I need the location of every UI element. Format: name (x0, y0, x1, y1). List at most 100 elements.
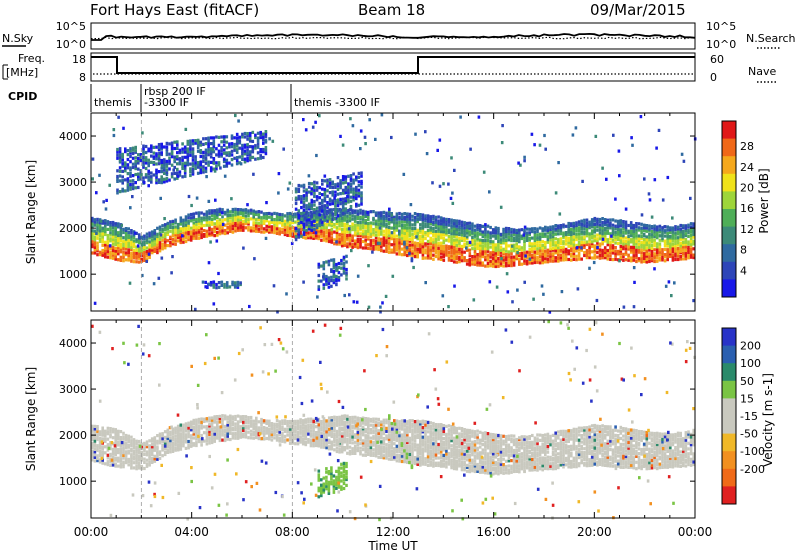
range-gate-cell (510, 239, 513, 243)
range-gate-cell (359, 438, 362, 442)
range-gate-cell (632, 246, 636, 250)
range-gate-cell (242, 420, 245, 424)
range-gate-cell (126, 166, 130, 170)
range-gate-cell (642, 232, 646, 236)
range-gate-cell (551, 240, 555, 244)
range-gate-cell (244, 208, 248, 212)
range-gate-cell (325, 425, 328, 429)
range-gate-cell (233, 285, 237, 289)
range-gate-cell (204, 166, 208, 170)
range-gate-cell (538, 258, 542, 262)
range-gate-cell (194, 161, 197, 165)
range-gate-cell (336, 200, 340, 205)
range-gate-cell (528, 232, 531, 237)
range-gate-cell (216, 224, 219, 228)
range-gate-cell (213, 437, 216, 441)
range-gate-cell (447, 253, 451, 257)
range-gate-cell (322, 417, 326, 421)
range-gate-cell (184, 218, 188, 222)
range-gate-cell (156, 247, 159, 251)
range-gate-cell (520, 228, 524, 232)
range-gate-cell (310, 228, 314, 232)
range-gate-cell (340, 445, 344, 449)
range-gate-cell (622, 222, 625, 227)
range-gate-cell (486, 241, 490, 246)
range-gate-cell (189, 444, 193, 448)
range-gate-cell (122, 460, 125, 464)
range-gate-cell (229, 414, 232, 418)
range-gate-cell (148, 446, 151, 450)
range-gate-cell (598, 253, 602, 257)
range-gate-cell (294, 198, 298, 202)
range-gate-cell (294, 442, 297, 446)
range-gate-cell (590, 240, 594, 244)
range-gate-cell (642, 223, 646, 227)
range-gate-cell (525, 236, 529, 240)
range-gate-cell (337, 265, 341, 270)
range-gate-cell (249, 229, 253, 233)
range-gate-cell (318, 201, 321, 205)
range-gate-cell (393, 236, 396, 241)
range-gate-cell (437, 251, 440, 255)
range-gate-cell (340, 227, 344, 232)
range-gate-cell (260, 417, 263, 422)
range-gate-cell (229, 422, 232, 426)
range-gate-cell (359, 237, 362, 241)
range-gate-cell (684, 234, 688, 238)
range-gate-cell (257, 428, 261, 433)
range-gate-cell (486, 255, 490, 259)
range-gate-cell (554, 229, 557, 233)
range-gate-cell (676, 251, 680, 256)
range-gate-cell (557, 250, 560, 255)
range-gate-cell (352, 187, 355, 191)
range-gate-cell (91, 455, 94, 459)
range-gate-cell (341, 203, 345, 207)
range-gate-cell (648, 227, 651, 231)
range-gate-cell (642, 234, 646, 238)
range-gate-cell (111, 463, 115, 467)
range-gate-cell (155, 157, 158, 161)
range-gate-cell (101, 219, 104, 223)
range-gate-cell (395, 238, 399, 242)
range-gate-cell (357, 188, 361, 192)
range-gate-cell (239, 210, 242, 215)
range-gate-cell (297, 214, 301, 218)
range-gate-cell (655, 253, 659, 257)
range-gate-cell (346, 230, 349, 234)
range-gate-cell (145, 251, 149, 255)
range-gate-cell (140, 464, 144, 469)
range-gate-cell (580, 232, 583, 236)
range-gate-cell (580, 227, 583, 231)
range-gate-cell (161, 229, 164, 233)
range-gate-cell (189, 147, 192, 151)
range-gate-cell (246, 203, 249, 207)
range-gate-cell (346, 242, 349, 246)
range-gate-cell (208, 211, 211, 215)
range-gate-cell (588, 232, 591, 236)
range-gate-cell (338, 420, 341, 424)
range-gate-cell (176, 443, 180, 447)
range-gate-cell (395, 240, 399, 244)
range-gate-cell (128, 281, 132, 285)
range-gate-cell (596, 217, 599, 221)
range-gate-cell (153, 249, 157, 253)
range-gate-cell (226, 216, 229, 220)
range-gate-cell (434, 232, 438, 236)
range-gate-cell (531, 247, 534, 251)
range-gate-cell (119, 438, 123, 442)
range-gate-cell (332, 272, 336, 276)
range-gate-cell (663, 259, 667, 263)
range-gate-cell (533, 256, 537, 260)
range-gate-cell (309, 438, 313, 442)
range-gate-cell (143, 258, 146, 262)
range-gate-cell (494, 256, 498, 260)
range-gate-cell (424, 242, 427, 246)
range-gate-cell (640, 236, 643, 241)
range-gate-cell (106, 430, 110, 434)
range-gate-cell (581, 179, 584, 183)
range-gate-cell (226, 227, 229, 231)
range-gate-cell (419, 231, 422, 235)
range-gate-cell (126, 149, 130, 153)
range-gate-cell (338, 237, 341, 241)
range-gate-cell (650, 259, 654, 263)
